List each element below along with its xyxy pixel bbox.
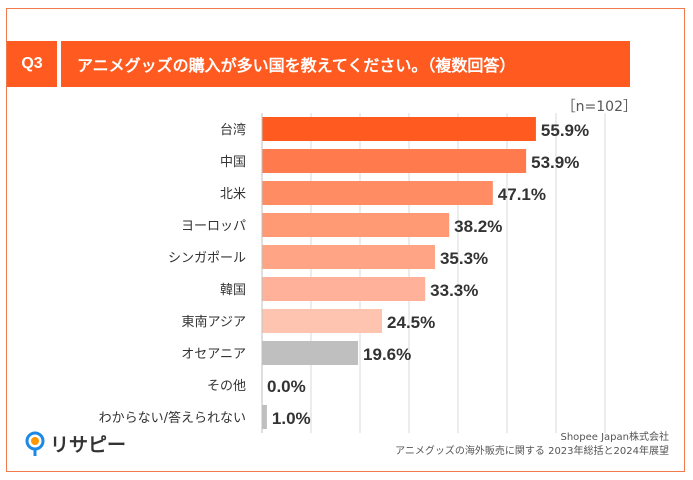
value-label: 19.6%: [363, 345, 411, 364]
value-label: 55.9%: [541, 121, 589, 140]
category-label: その他: [207, 379, 246, 394]
bar: [262, 149, 527, 173]
category-label: わからない/答えられない: [99, 410, 246, 426]
bar: [262, 341, 359, 365]
category-label: 台湾: [220, 122, 246, 138]
source-report-title: アニメグッズの海外販売に関する 2023年総括と2024年展望: [395, 446, 669, 457]
category-label: シンガポール: [168, 251, 246, 266]
bar: [262, 405, 267, 429]
category-label: ヨーロッパ: [181, 219, 246, 234]
value-label: 35.3%: [440, 249, 488, 268]
category-label: 韓国: [220, 283, 246, 298]
bar: [262, 245, 435, 269]
chart-title: アニメグッズの購入が多い国を教えてください。（複数回答）: [61, 41, 630, 87]
value-label: 47.1%: [498, 185, 546, 204]
brand-logo-text: リサピー: [50, 434, 127, 456]
bar: [262, 117, 536, 141]
category-label: 東南アジア: [182, 314, 246, 330]
value-label: 0.0%: [267, 377, 306, 396]
value-label: 1.0%: [272, 409, 311, 428]
bar: [262, 213, 450, 237]
category-label: オセアニア: [181, 347, 246, 362]
source-credit: Shopee Japan株式会社 アニメグッズの海外販売に関する 2023年総括…: [395, 431, 669, 459]
bar: [262, 277, 426, 301]
category-label: 中国: [220, 155, 246, 170]
value-label: 53.9%: [531, 153, 579, 172]
value-label: 33.3%: [430, 281, 478, 300]
bar: [262, 181, 493, 205]
brand-logo: リサピー: [24, 430, 126, 457]
sample-size-note: ［n=102］: [561, 99, 637, 115]
magnifier-logo-icon: [25, 431, 45, 456]
value-label: 24.5%: [387, 313, 435, 332]
bar: [262, 309, 383, 333]
value-label: 38.2%: [454, 217, 502, 236]
source-company: Shopee Japan株式会社: [560, 432, 669, 443]
question-badge: Q3: [7, 41, 57, 87]
category-label: 北米: [220, 187, 246, 202]
